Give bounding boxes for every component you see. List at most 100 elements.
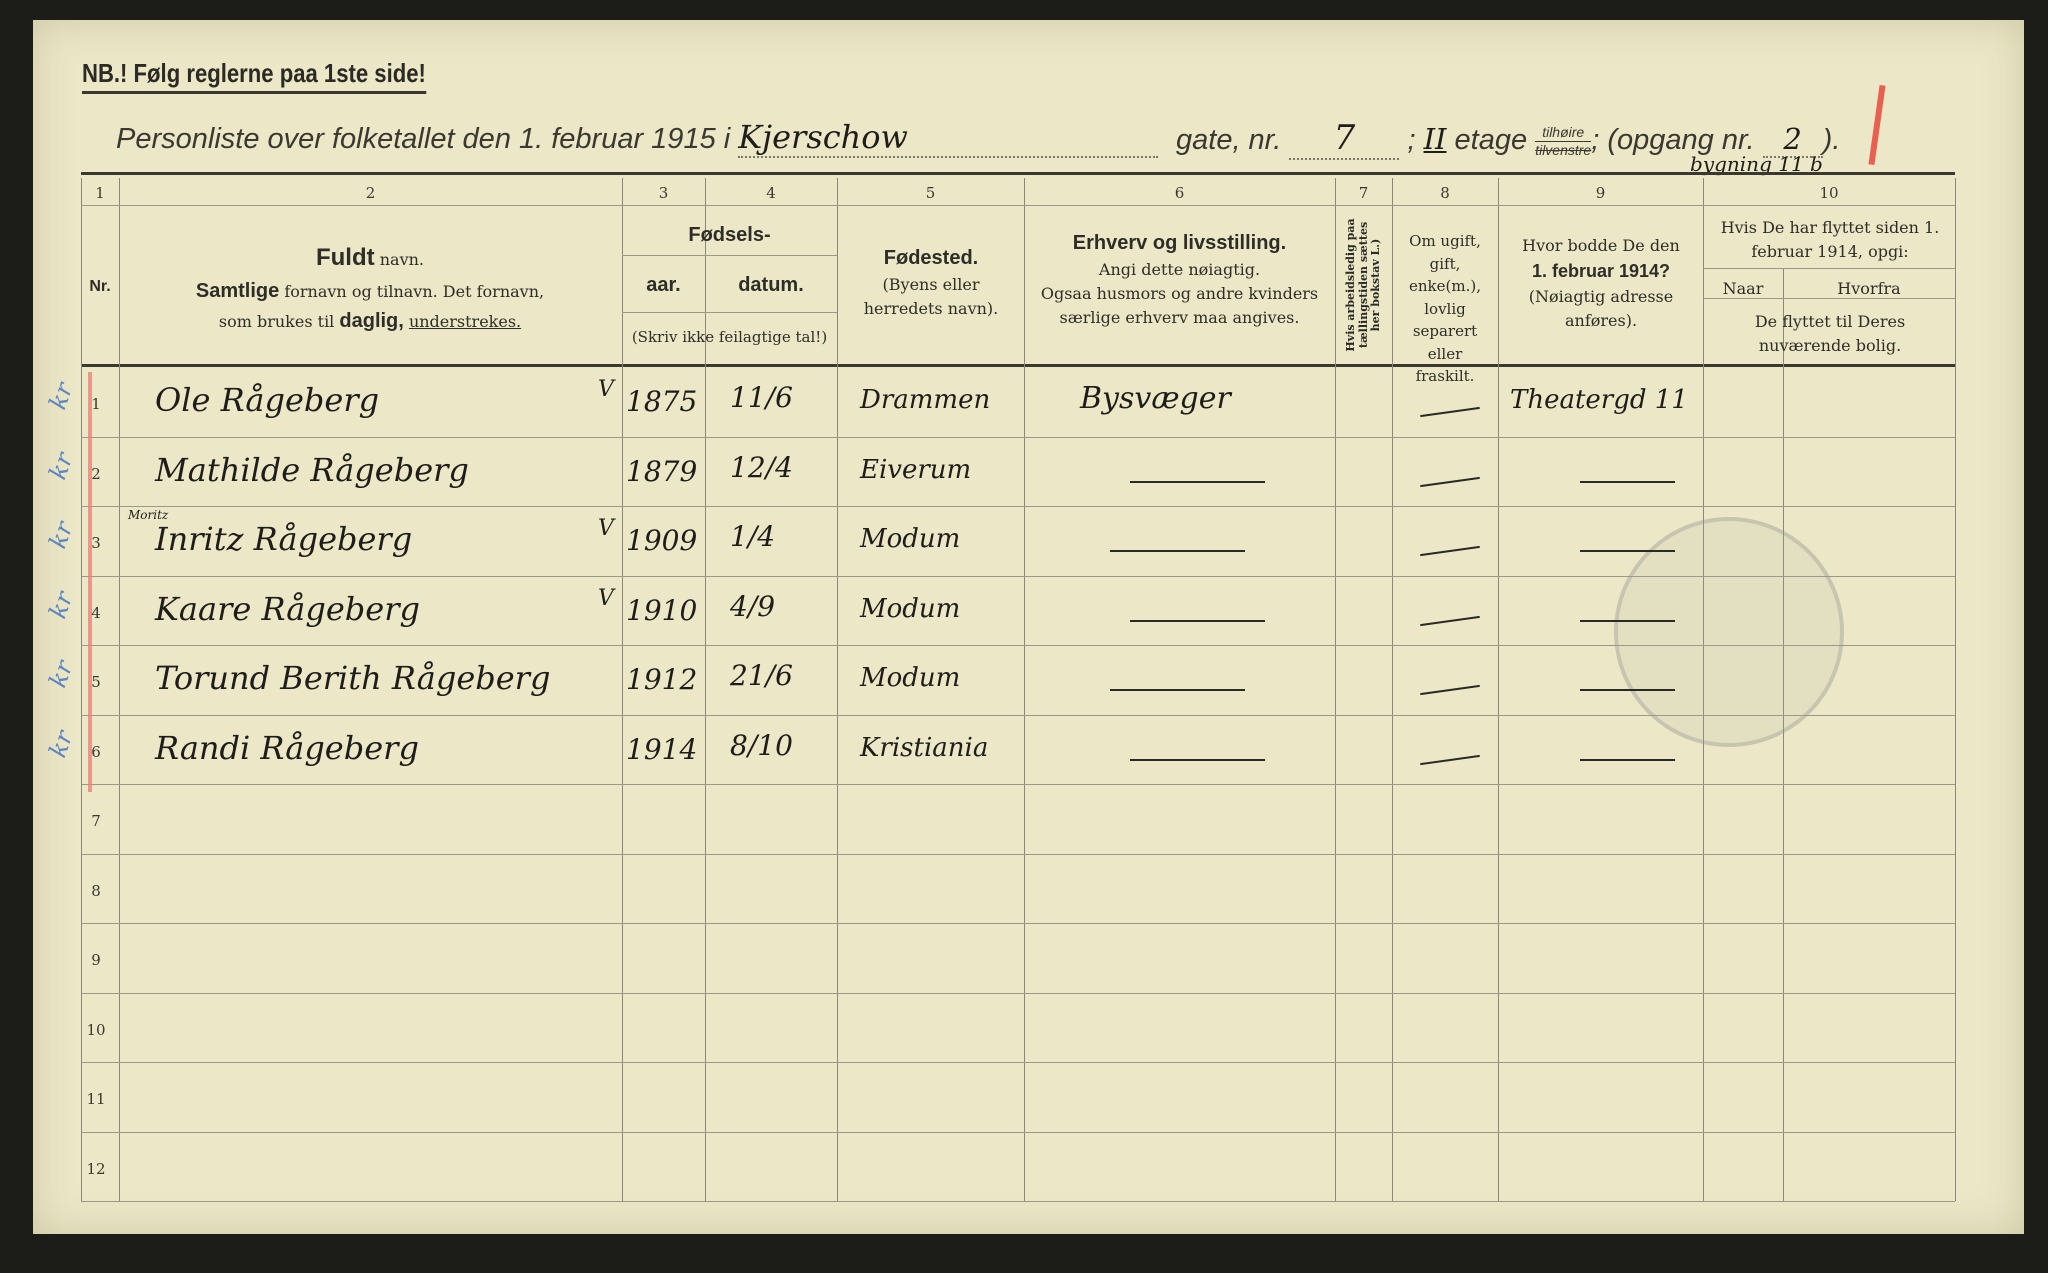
row-number: 11: [86, 1090, 106, 1108]
gate-label: gate, nr.: [1176, 124, 1282, 156]
birth-date: 21/6: [730, 659, 793, 692]
row-divider: [81, 923, 1955, 924]
row-number: 8: [91, 881, 101, 900]
moved-note: De flyttet til Deres nuværende bolig.: [1754, 312, 1906, 355]
birthplace: Drammen: [860, 385, 991, 415]
opgang-label: ; (opgang nr.: [1591, 124, 1755, 156]
birth-year: 1875: [626, 385, 698, 418]
column-divider: [837, 178, 838, 1201]
col-number: 7: [1358, 184, 1369, 202]
header-name: Fuldt navn. Samtlige fornavn og tilnavn.…: [130, 240, 610, 336]
occupation: Bysvæger: [1080, 381, 1231, 416]
birthplace-label: Fødested.: [883, 247, 979, 269]
check-mark: V: [598, 585, 614, 611]
occupation-dash: [1130, 619, 1265, 622]
occupation-label: Erhverv og livsstilling.: [1072, 232, 1287, 254]
column-divider: [705, 178, 706, 1201]
prev-address-1: Hvor bodde De den: [1522, 236, 1680, 255]
row-divider: [81, 992, 1955, 994]
red-margin-line: [88, 372, 92, 792]
header-prev-address: Hvor bodde De den 1. februar 1914? (Nøia…: [1506, 234, 1696, 333]
person-name: Randi Rågeberg: [155, 728, 419, 767]
header-moved: Hvis De har flyttet siden 1. februar 191…: [1720, 218, 1940, 261]
row-divider: [81, 1062, 1955, 1063]
column-divider: [1335, 178, 1336, 1201]
column-divider: [81, 178, 82, 1201]
col-number: 10: [1819, 184, 1839, 202]
check-mark: V: [598, 377, 614, 402]
check-mark: V: [598, 516, 614, 541]
birth-year: 1910: [626, 593, 698, 627]
occupation-dash: [1110, 550, 1245, 552]
header-marital: Om ugift, gift, enke(m.), lovlig separer…: [1409, 232, 1481, 385]
column-divider: [1024, 178, 1025, 1201]
header-year: aar.: [622, 270, 705, 300]
header-divider: [622, 312, 837, 313]
row-number: 12: [86, 1159, 106, 1178]
side-right-label: tilhøire: [1535, 124, 1592, 142]
row-number: 10: [86, 1020, 106, 1039]
unemployed-note: Hvis arbeidsledig paa tællingstiden sætt…: [1343, 218, 1382, 352]
header-birthplace: Fødested. (Byens eller herredets navn).: [845, 243, 1017, 321]
birth-date: 11/6: [730, 381, 793, 414]
row-divider: [81, 853, 1955, 855]
prev-address-2: (Nøiagtig adresse anføres).: [1528, 287, 1674, 330]
row-divider: [81, 436, 1955, 438]
row-divider: [81, 645, 1955, 646]
row-number: 1: [91, 395, 101, 413]
prev-address-dash: [1580, 758, 1675, 761]
birthplace: Modum: [860, 524, 961, 554]
prev-address-dash: [1580, 619, 1675, 622]
header-unemployed: Hvis arbeidsledig paa tællingstiden sætt…: [1335, 210, 1392, 360]
birthplace: Kristiania: [860, 732, 989, 763]
row-divider: [81, 1201, 1955, 1202]
house-number-field: 7: [1289, 118, 1400, 160]
row-number: 2: [91, 464, 101, 483]
title-close: ).: [1822, 124, 1841, 156]
row-number: 4: [91, 603, 101, 622]
row-number: 6: [91, 742, 101, 761]
prev-address-bold: 1. februar 1914?: [1531, 261, 1671, 281]
occupation-dash: [1110, 689, 1245, 691]
row-divider: [81, 506, 1955, 507]
column-divider: [1783, 268, 1784, 1201]
header-moved-when: Naar: [1722, 279, 1764, 298]
row-number: 3: [91, 534, 101, 552]
name-desc-bold: Samtlige: [195, 280, 280, 302]
name-note: Moritz: [128, 508, 169, 522]
row-number: 5: [91, 673, 101, 691]
occupation-dash: [1130, 758, 1265, 761]
person-name: Torund Berith Rågeberg: [155, 659, 551, 697]
row-divider: [81, 784, 1955, 785]
name-desc2-bold: daglig,: [339, 310, 404, 332]
top-rule: [81, 172, 1955, 175]
birthplace: Modum: [860, 593, 961, 624]
header-date: datum.: [705, 270, 837, 300]
etage-label: etage: [1454, 124, 1528, 156]
person-name: Inritz Rågeberg: [155, 520, 413, 558]
header-occupation: Erhverv og livsstilling. Angi dette nøia…: [1032, 228, 1327, 330]
header-divider: [1703, 298, 1955, 299]
official-stamp: [1614, 517, 1844, 747]
prev-address-dash: [1580, 550, 1675, 552]
occupation-note2: Ogsaa husmors og andre kvinders særlige …: [1040, 284, 1319, 327]
side-left-label: tilvenstre: [1535, 141, 1592, 158]
birth-date: 12/4: [730, 450, 793, 484]
occupation-note1: Angi dette nøiagtig.: [1098, 260, 1261, 279]
column-divider: [622, 178, 623, 1201]
col-number: 4: [766, 184, 776, 202]
birth-note: (Skriv ikke feilagtige tal!): [631, 328, 828, 346]
birth-year: 1914: [626, 732, 698, 766]
prev-address-dash: [1580, 480, 1675, 483]
header-divider: [622, 255, 837, 256]
col-number: 9: [1595, 184, 1606, 202]
name-desc: fornavn og tilnavn. Det fornavn,: [284, 282, 545, 301]
notice-heading: NB.! Følg reglerne paa 1ste side!: [82, 58, 426, 94]
row-number: 9: [91, 951, 101, 969]
person-name: Mathilde Rågeberg: [155, 450, 469, 489]
header-birth: Fødsels-: [622, 220, 837, 250]
street-field: Kjerschow: [738, 118, 1159, 158]
birth-date: 1/4: [730, 520, 776, 553]
name-title: navn.: [379, 250, 424, 269]
prev-address-dash: [1580, 689, 1675, 691]
